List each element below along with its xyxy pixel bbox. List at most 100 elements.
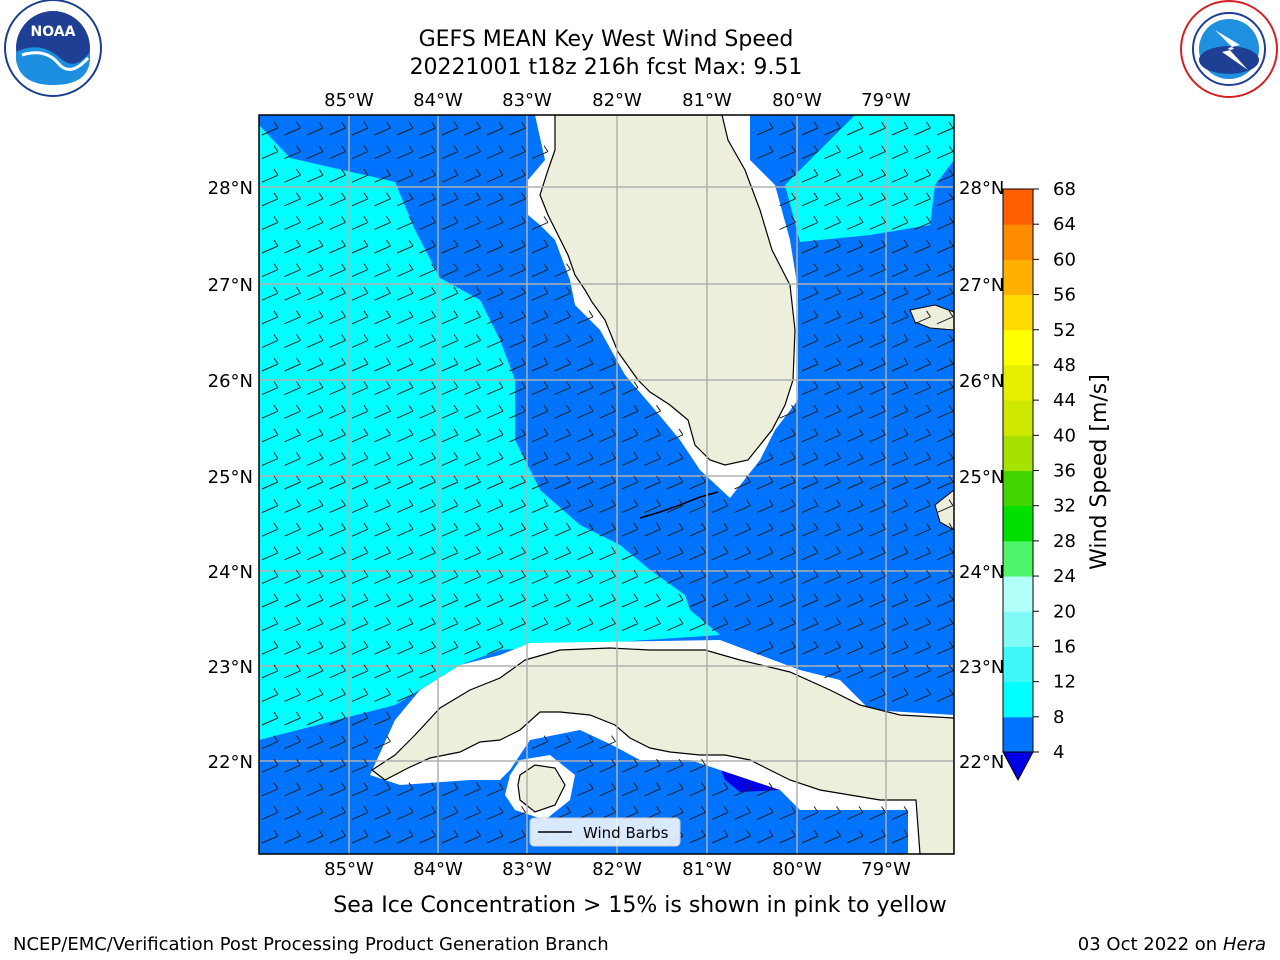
colorbar-tick-label: 8 <box>1053 707 1064 728</box>
wind-barb <box>396 570 414 584</box>
wind-barb <box>509 499 526 514</box>
wind-barb <box>306 664 324 679</box>
wind-barb <box>891 688 909 702</box>
wind-barb <box>666 452 684 466</box>
colorbar-extend-triangle <box>1002 751 1034 782</box>
wind-barb <box>486 617 504 632</box>
wind-barb <box>284 782 301 797</box>
wind-barb <box>869 475 886 490</box>
wind-barb <box>914 310 931 325</box>
wind-barb <box>801 475 819 490</box>
map-grid <box>259 115 954 854</box>
wind-barb <box>306 239 324 254</box>
colorbar-segment <box>1003 716 1033 753</box>
wind-barb <box>801 546 819 561</box>
wind-barb <box>441 121 459 136</box>
wind-barb <box>441 617 459 632</box>
wind-barb <box>936 593 954 608</box>
lon-ticks-bottom: 85°W 84°W 83°W 82°W 81°W 80°W 79°W <box>324 859 911 880</box>
wind-barb <box>284 522 301 537</box>
wind-barb <box>554 593 571 608</box>
wind-barb <box>261 829 279 844</box>
wind-barb <box>756 145 774 160</box>
lon-tick: 85°W <box>324 859 374 880</box>
lat-tick: 24°N <box>208 562 253 583</box>
wind-barb <box>509 381 526 396</box>
wind-barb <box>801 168 819 183</box>
wind-barb <box>419 381 436 396</box>
colorbar-tick-label: 60 <box>1053 249 1076 270</box>
wind-barb <box>486 829 504 844</box>
wind-barb <box>914 286 931 301</box>
wind-barb <box>936 168 954 183</box>
wind-barb <box>351 428 369 443</box>
wind-barb <box>441 216 459 230</box>
wind-barb <box>464 428 481 443</box>
wind-barb <box>374 334 391 348</box>
wind-barb <box>464 239 481 254</box>
wind-barb <box>464 806 481 820</box>
wind-barb <box>419 499 436 514</box>
wind-barb <box>261 499 279 514</box>
wind-barb <box>846 381 864 396</box>
wind-barb <box>779 452 796 466</box>
wind-barb <box>869 570 886 584</box>
wind-barb <box>396 381 414 396</box>
lat-tick: 26°N <box>959 371 1004 392</box>
colorbar-tick-label: 48 <box>1053 355 1076 376</box>
wind-barb <box>396 168 414 183</box>
wind-barb <box>509 570 526 584</box>
wind-barb <box>329 688 346 702</box>
wind-barb <box>846 617 864 632</box>
wind-barb <box>441 829 459 844</box>
colorbar-segment <box>1003 364 1033 401</box>
wind-barb <box>261 522 279 537</box>
wind-barb <box>644 758 661 773</box>
wind-barb <box>756 452 774 466</box>
wind-barb <box>914 499 931 514</box>
wind-barb <box>891 334 909 348</box>
wind-barb <box>554 428 571 443</box>
wind-barb <box>869 357 886 372</box>
wind-barb <box>306 192 324 207</box>
wind-barb <box>464 499 481 514</box>
wind-barb <box>779 546 796 561</box>
wind-barb <box>869 829 886 844</box>
lat-tick: 28°N <box>208 178 253 199</box>
wind-barb <box>869 452 886 466</box>
wind-barb <box>531 310 549 325</box>
wind-barb <box>464 570 481 584</box>
wind-barb <box>531 334 549 348</box>
wind-barb <box>396 334 414 348</box>
wind-barb <box>261 782 279 797</box>
wind-barb <box>869 263 886 278</box>
wind-barb <box>846 475 864 490</box>
wind-barb <box>329 452 346 466</box>
wind-barb <box>374 286 391 301</box>
wind-barb <box>779 121 796 136</box>
wind-barb <box>486 428 504 443</box>
wind-barb <box>396 145 414 160</box>
wind-barb <box>306 640 324 655</box>
wind-barb <box>441 546 459 561</box>
wind-barb <box>891 522 909 537</box>
colorbar-segment <box>1003 646 1033 683</box>
wind-barb <box>824 334 841 348</box>
lat-tick: 23°N <box>959 657 1004 678</box>
wind-barb <box>396 357 414 372</box>
wind-barb <box>509 168 526 183</box>
wind-barb <box>914 357 931 372</box>
wind-barb <box>891 475 909 490</box>
wind-barb <box>734 522 751 537</box>
wind-barb <box>351 357 369 372</box>
wind-barb <box>351 263 369 278</box>
wind-barb <box>284 357 301 372</box>
wind-barb <box>846 829 864 844</box>
wind-barb <box>914 216 931 230</box>
wind-barb <box>419 192 436 207</box>
wind-barb <box>689 522 706 537</box>
wind-barb <box>306 381 324 396</box>
wind-barb <box>801 216 819 230</box>
wind-barb <box>711 522 729 537</box>
wind-barb <box>509 475 526 490</box>
